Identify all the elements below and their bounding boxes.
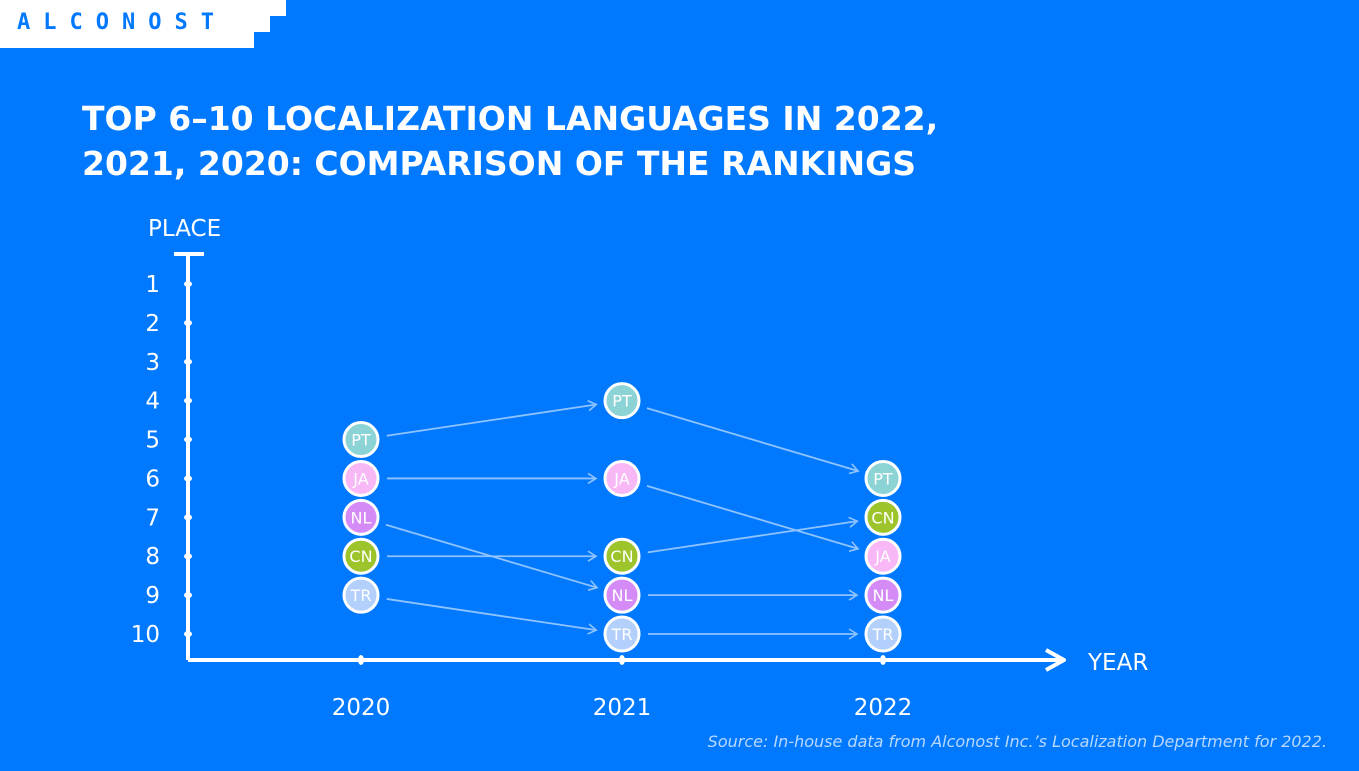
point-label: CN (349, 547, 372, 566)
point-circle (342, 421, 380, 459)
arrow-ja (646, 485, 860, 553)
point-circle (603, 576, 641, 614)
arrow-pt (386, 399, 598, 437)
marker-nl-2021: NL (603, 576, 641, 614)
point-label: NL (351, 508, 372, 527)
point-label: JA (352, 469, 368, 488)
marker-nl-2022: NL (864, 576, 902, 614)
marker-tr-2020: TR (342, 576, 380, 614)
point-label: NL (612, 586, 633, 605)
x-tick-label: 2021 (593, 695, 652, 721)
arrow-tr (386, 598, 598, 635)
point-label: CN (610, 547, 633, 566)
point-label: TR (611, 625, 633, 644)
alconost-logo (0, 0, 286, 48)
point-circle (342, 576, 380, 614)
point-circle (603, 382, 641, 420)
y-tick-label: 5 (145, 428, 160, 454)
y-tick (184, 592, 192, 599)
y-tick-label: 7 (145, 505, 160, 531)
y-tick (184, 358, 192, 365)
y-tick (184, 553, 192, 560)
y-tick-label: 8 (145, 544, 160, 570)
point-label: TR (350, 586, 372, 605)
point-circle (864, 498, 902, 536)
marker-tr-2022: TR (864, 615, 902, 653)
y-tick-label: 9 (145, 583, 160, 609)
y-tick (184, 475, 192, 482)
marker-cn-2021: CN (603, 537, 641, 575)
point-circle (864, 459, 902, 497)
y-tick (184, 436, 192, 443)
marker-ja-2021: JA (603, 459, 641, 497)
y-tick (184, 514, 192, 521)
y-tick-label: 3 (145, 350, 160, 376)
y-tick-label: 4 (145, 389, 160, 415)
point-label: PT (351, 431, 371, 450)
y-tick (184, 631, 192, 637)
point-label: TR (872, 625, 894, 644)
point-circle (864, 537, 902, 575)
marker-pt-2021: PT (603, 382, 641, 420)
x-tick-label: 2020 (332, 695, 391, 721)
marker-nl-2020: NL (342, 498, 380, 536)
logo-text: ALCONOST (17, 10, 227, 35)
point-circle (864, 615, 902, 653)
point-circle (603, 537, 641, 575)
marker-ja-2020: JA (342, 459, 380, 497)
point-circle (342, 537, 380, 575)
y-axis-label: PLACE (148, 216, 221, 242)
point-label: NL (873, 586, 894, 605)
x-tick-label: 2022 (854, 695, 913, 721)
marker-tr-2021: TR (603, 615, 641, 653)
marker-pt-2022: PT (864, 459, 902, 497)
y-tick-label: 6 (145, 466, 160, 492)
source-note: Source: In-house data from Alconost Inc.… (707, 732, 1327, 751)
y-tick (184, 281, 192, 287)
arrow-cn (647, 516, 859, 554)
y-tick-label: 1 (145, 272, 160, 298)
arrow-pt (646, 407, 860, 475)
y-tick (184, 319, 192, 326)
point-label: PT (612, 392, 632, 411)
point-label: JA (613, 469, 629, 488)
point-circle (603, 615, 641, 653)
point-label: PT (873, 469, 893, 488)
marker-cn-2022: CN (864, 498, 902, 536)
x-axis-arrow-icon (1045, 648, 1066, 672)
y-tick-label: 10 (131, 622, 160, 648)
x-axis-label: YEAR (1087, 650, 1148, 676)
point-circle (342, 498, 380, 536)
x-tick (358, 655, 364, 665)
point-circle (603, 459, 641, 497)
y-tick (184, 397, 192, 404)
marker-ja-2022: JA (864, 537, 902, 575)
point-circle (342, 459, 380, 497)
point-circle (864, 576, 902, 614)
point-label: CN (871, 508, 894, 527)
point-label: JA (874, 547, 890, 566)
marker-pt-2020: PT (342, 421, 380, 459)
x-tick (880, 655, 886, 665)
chart-title: TOP 6–10 LOCALIZATION LANGUAGES IN 2022,… (82, 99, 939, 183)
marker-cn-2020: CN (342, 537, 380, 575)
x-tick (619, 655, 625, 665)
y-tick-label: 2 (145, 311, 160, 337)
